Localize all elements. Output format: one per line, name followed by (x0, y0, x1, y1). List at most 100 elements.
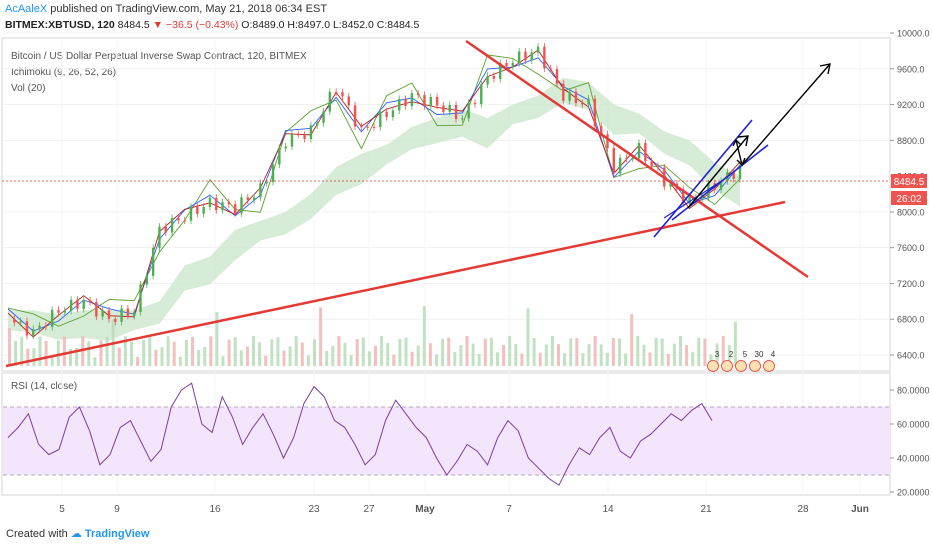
volume-bar (56, 340, 60, 366)
countdown-badge (891, 191, 927, 205)
countdown-badge-text: 26:02 (896, 194, 921, 205)
volume-legend[interactable]: Vol (20) (11, 83, 46, 94)
candle-body (618, 157, 622, 174)
candle-body (574, 91, 578, 104)
tradingview-brand[interactable]: TradingView (84, 528, 150, 540)
rsi-line (7, 382, 713, 486)
volume-bar (575, 338, 579, 366)
candle-body (366, 126, 369, 128)
candle-body (410, 93, 414, 106)
candle-body (391, 110, 395, 118)
candle-body (372, 126, 376, 128)
candle-body (145, 275, 149, 285)
volume-bar (410, 351, 414, 366)
volume-bar (435, 354, 438, 366)
candle-body (334, 91, 338, 93)
volume-bar (538, 352, 542, 366)
volume-bar (239, 350, 243, 366)
price-badge-text: 8484.5 (894, 177, 925, 188)
volume-bar (172, 341, 176, 366)
volume-bar (227, 339, 231, 366)
publish-info: AcAaleX published on TradingView.com, Ma… (5, 3, 327, 15)
candle-body (416, 93, 420, 96)
candle-body (581, 103, 584, 105)
volume-bar (178, 356, 182, 366)
time-axis[interactable]: 5 9 16 23 27 May 7 14 21 28 Jun (59, 504, 869, 515)
candle-body (120, 308, 123, 322)
price-candles (13, 43, 742, 340)
chart-title: Bitcoin / US Dollar Perpetual Inverse Sw… (11, 51, 307, 62)
candle-body (322, 111, 325, 123)
resistance-trendline[interactable] (465, 39, 809, 279)
candle-body (669, 183, 672, 187)
volume-bar (319, 307, 323, 366)
volume-bar (166, 336, 170, 366)
volume-bar (685, 345, 689, 366)
volume-bar (532, 338, 536, 366)
candle-body (221, 202, 224, 211)
candle-body (82, 300, 85, 309)
candle-body (158, 226, 161, 248)
volume-bar (233, 337, 237, 366)
ichimoku-lines (7, 49, 741, 338)
volume-bars (8, 306, 737, 366)
projection-arrows[interactable] (687, 63, 831, 209)
volume-bar (727, 345, 731, 366)
volume-bar (660, 338, 664, 366)
time-tick-label: 23 (308, 504, 320, 515)
conversion-line (7, 57, 741, 332)
candle-body (555, 69, 559, 84)
support-trendline[interactable] (5, 200, 786, 368)
volume-bar (599, 344, 603, 366)
volume-bar (32, 348, 36, 366)
candle-body (480, 84, 483, 105)
candle-body (284, 146, 287, 149)
volume-bar (26, 348, 30, 366)
candle-body (473, 102, 477, 105)
author-link[interactable]: AcAaleX (5, 3, 48, 15)
volume-bar (611, 338, 615, 366)
candle-body (177, 217, 180, 221)
price-tick-label: 8800.0 (897, 136, 925, 146)
tradingview-logo-icon[interactable]: ☁ (70, 528, 82, 540)
volume-bar (587, 344, 591, 366)
rsi-axis[interactable]: 20.0000 40.0000 60.0000 80.0000 (890, 386, 930, 498)
candle-body (656, 166, 660, 168)
volume-bar (117, 347, 121, 366)
low-value: L:8452.0 (332, 19, 374, 31)
candle-body (69, 299, 73, 311)
volume-bar (148, 336, 152, 366)
time-tick-label: 7 (506, 504, 512, 515)
candle-body (499, 63, 502, 79)
candle-body (530, 52, 533, 61)
volume-bar (8, 328, 11, 366)
candle-body (587, 98, 590, 105)
publish-text: published on TradingView.com, May 21, 20… (50, 3, 328, 15)
economic-events[interactable]: 3 2 5 30 4 (707, 350, 776, 372)
candle-body (252, 197, 256, 201)
volume-bar (50, 357, 54, 366)
volume-bar (416, 345, 420, 366)
volume-bar (441, 338, 445, 366)
rsi-legend[interactable]: RSI (14, close) (11, 381, 78, 392)
volume-bar (209, 336, 213, 366)
volume-bar (62, 336, 66, 366)
volume-bar (20, 336, 24, 366)
volume-bar (489, 337, 493, 366)
candle-body (227, 202, 231, 205)
price-tick-label: 6800.0 (897, 315, 925, 325)
volume-bar (526, 308, 530, 366)
candle-body (404, 99, 407, 106)
candle-body (461, 118, 464, 120)
volume-bar (69, 348, 72, 366)
candle-body (454, 105, 458, 120)
candle-body (303, 134, 306, 139)
candle-body (114, 318, 117, 322)
ichimoku-cloud (8, 77, 740, 341)
channel-mid-line[interactable] (663, 181, 721, 219)
volume-bar (374, 345, 377, 366)
volume-bar (721, 336, 725, 366)
candle-body (139, 284, 142, 313)
ichimoku-legend[interactable]: Ichimoku (9, 26, 52, 26) (11, 67, 117, 78)
